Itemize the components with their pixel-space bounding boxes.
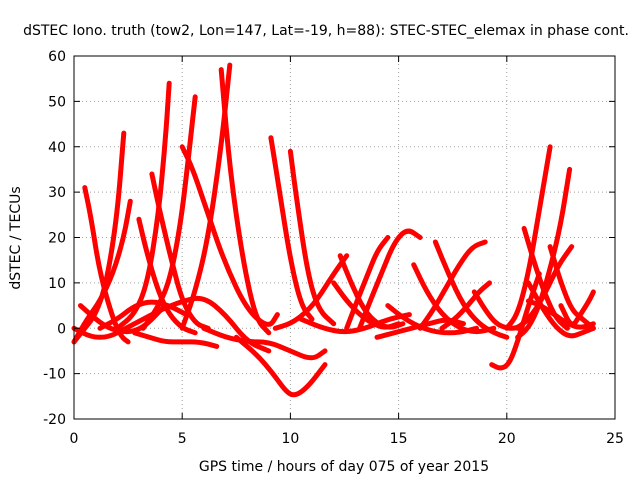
series-line-21 bbox=[344, 235, 391, 331]
series-line-31 bbox=[489, 271, 542, 371]
series-line-19 bbox=[298, 312, 412, 335]
x-tick-label: 25 bbox=[606, 431, 624, 447]
x-tick-label: 20 bbox=[498, 431, 516, 447]
y-tick-label: 30 bbox=[48, 185, 66, 201]
series-line-15 bbox=[233, 334, 328, 398]
x-tick-label: 5 bbox=[178, 431, 187, 447]
series-line-4 bbox=[78, 303, 168, 335]
axis-ticks bbox=[73, 55, 616, 420]
series-line-23 bbox=[331, 280, 402, 330]
series-line-14 bbox=[201, 325, 328, 361]
series-line-26 bbox=[411, 262, 497, 335]
x-tick-labels: 0 5 10 15 20 25 bbox=[70, 431, 624, 447]
y-tick-labels: -20 -10 0 10 20 30 40 50 60 bbox=[43, 49, 66, 428]
series-line-24 bbox=[374, 317, 466, 340]
series-line-41 bbox=[97, 299, 189, 331]
y-tick-label: 20 bbox=[48, 231, 66, 247]
y-tick-label: 0 bbox=[57, 321, 66, 337]
series-line-39 bbox=[525, 280, 596, 339]
series-line-16 bbox=[268, 135, 315, 322]
y-tick-label: 40 bbox=[48, 140, 66, 156]
x-tick-label: 15 bbox=[390, 431, 408, 447]
series-line-25 bbox=[385, 303, 479, 336]
series-line-40 bbox=[71, 307, 164, 340]
x-tick-label: 10 bbox=[281, 431, 299, 447]
y-tick-label: 10 bbox=[48, 276, 66, 292]
series-line-30 bbox=[471, 289, 531, 331]
series-line-6 bbox=[114, 80, 172, 331]
series-line-18 bbox=[272, 253, 350, 331]
y-tick-label: -10 bbox=[43, 367, 66, 383]
series-line-36 bbox=[525, 298, 596, 330]
x-tick-label: 0 bbox=[70, 431, 79, 447]
y-tick-label: 50 bbox=[48, 94, 66, 110]
series-layer bbox=[71, 62, 596, 398]
series-line-12 bbox=[218, 67, 272, 336]
chart-title: dSTEC Iono. truth (tow2, Lon=147, Lat=-1… bbox=[23, 23, 629, 39]
x-axis-label: GPS time / hours of day 075 of year 2015 bbox=[199, 459, 489, 475]
series-line-37 bbox=[547, 244, 596, 331]
series-line-17 bbox=[287, 148, 337, 327]
y-tick-label: 60 bbox=[48, 49, 66, 65]
series-line-5 bbox=[136, 216, 198, 336]
series-line-28 bbox=[417, 239, 488, 331]
series-line-8 bbox=[140, 94, 198, 331]
series-line-9 bbox=[132, 330, 220, 349]
series-line-32 bbox=[504, 144, 553, 331]
y-axis-label: dSTEC / TECUs bbox=[8, 186, 24, 289]
y-tick-label: -20 bbox=[43, 412, 66, 428]
grid bbox=[74, 56, 615, 419]
series-line-38 bbox=[558, 289, 596, 327]
